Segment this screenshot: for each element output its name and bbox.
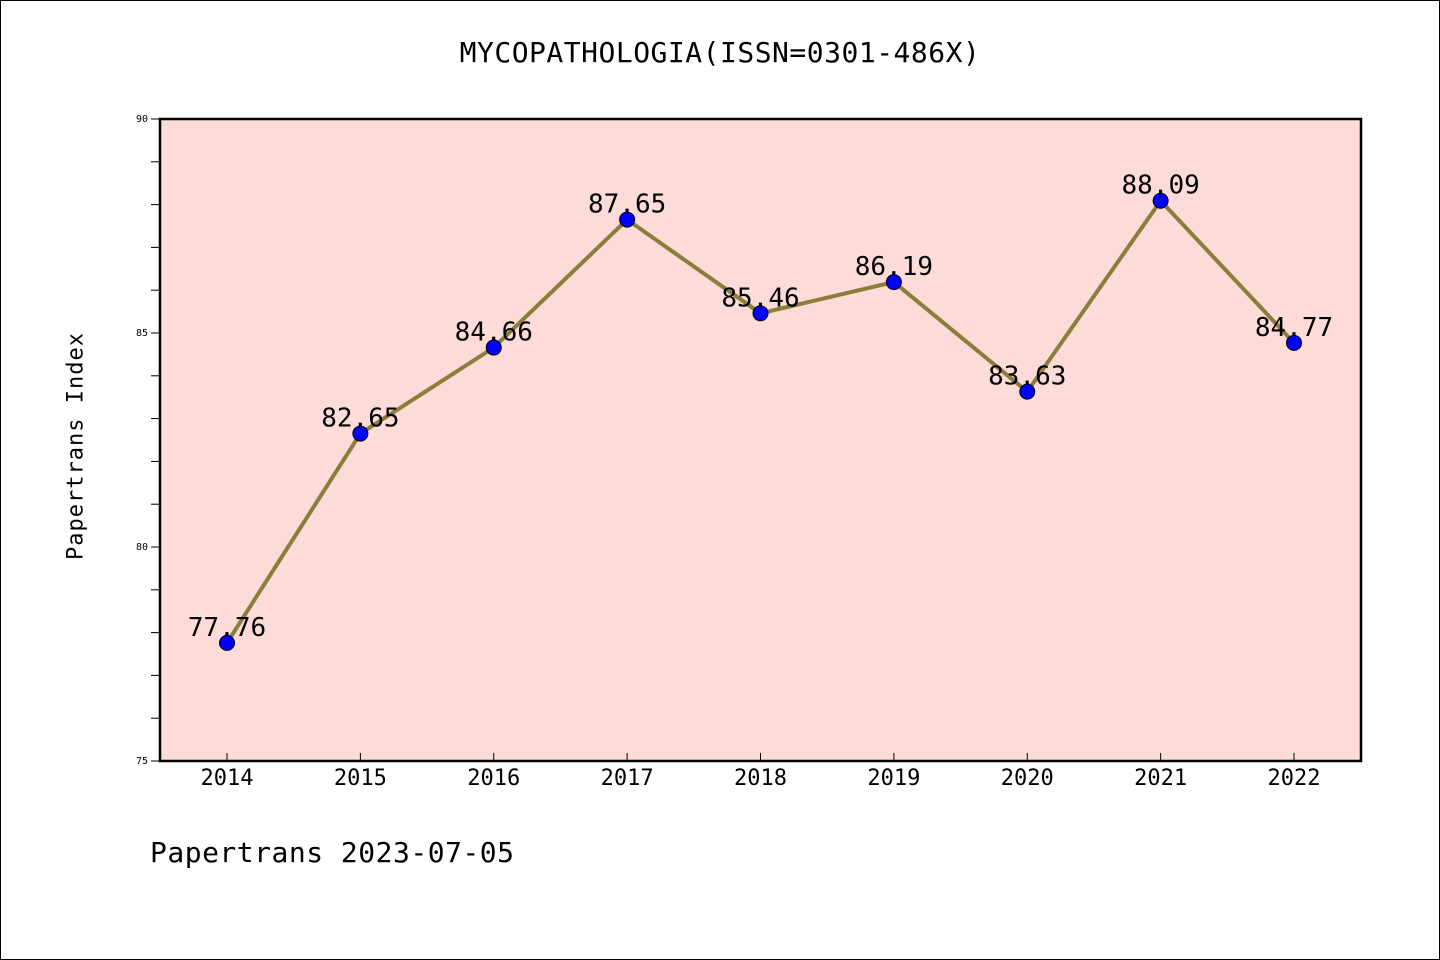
data-label: 83.63 xyxy=(988,362,1066,392)
y-axis: 75 80 85 90 xyxy=(136,114,160,767)
y-tick-label: 85 xyxy=(136,328,148,339)
data-label: 84.77 xyxy=(1255,313,1333,343)
x-tick-label: 2022 xyxy=(1268,766,1321,791)
data-point-marker xyxy=(1019,383,1036,400)
footer-caption: Papertrans 2023-07-05 xyxy=(150,836,515,869)
y-tick-label: 90 xyxy=(136,114,148,125)
x-tick-label: 2018 xyxy=(734,766,787,791)
data-point-marker xyxy=(619,211,636,228)
y-tick-label: 75 xyxy=(136,756,148,767)
data-label: 88.09 xyxy=(1121,171,1199,201)
data-point-marker xyxy=(219,634,235,651)
x-tick-label: 2015 xyxy=(334,766,387,791)
data-point-marker xyxy=(1286,334,1302,351)
data-label: 84.66 xyxy=(455,318,533,348)
data-label: 87.65 xyxy=(588,190,666,220)
data-point-marker xyxy=(1152,192,1169,209)
x-tick-label: 2021 xyxy=(1134,766,1187,791)
data-point-marker xyxy=(485,339,502,356)
data-label: 82.65 xyxy=(321,404,399,434)
y-tick-label: 80 xyxy=(136,542,148,553)
plot-area xyxy=(160,119,1361,761)
data-label: 77.76 xyxy=(188,613,266,643)
data-point-marker xyxy=(352,425,369,442)
plot-border xyxy=(158,117,1363,763)
data-point-marker xyxy=(885,274,902,291)
x-tick-label: 2014 xyxy=(201,766,254,791)
data-label: 85.46 xyxy=(721,283,799,313)
x-tick-label: 2020 xyxy=(1001,766,1054,791)
x-tick-label: 2016 xyxy=(467,766,520,791)
x-tick-label: 2017 xyxy=(601,766,654,791)
series-markers xyxy=(219,192,1302,651)
data-point-marker xyxy=(752,305,769,322)
data-label: 86.19 xyxy=(855,252,933,282)
x-axis: 2014 2015 2016 2017 2018 2019 2020 2021 2022 xyxy=(201,753,1321,791)
chart-title: MYCOPATHOLOGIA(ISSN=0301-486X) xyxy=(459,36,981,69)
x-tick-label: 2019 xyxy=(867,766,920,791)
data-labels: 77.76 82.65 84.66 87.65 85.46 86.19 83.63 88.09… xyxy=(188,171,1333,643)
